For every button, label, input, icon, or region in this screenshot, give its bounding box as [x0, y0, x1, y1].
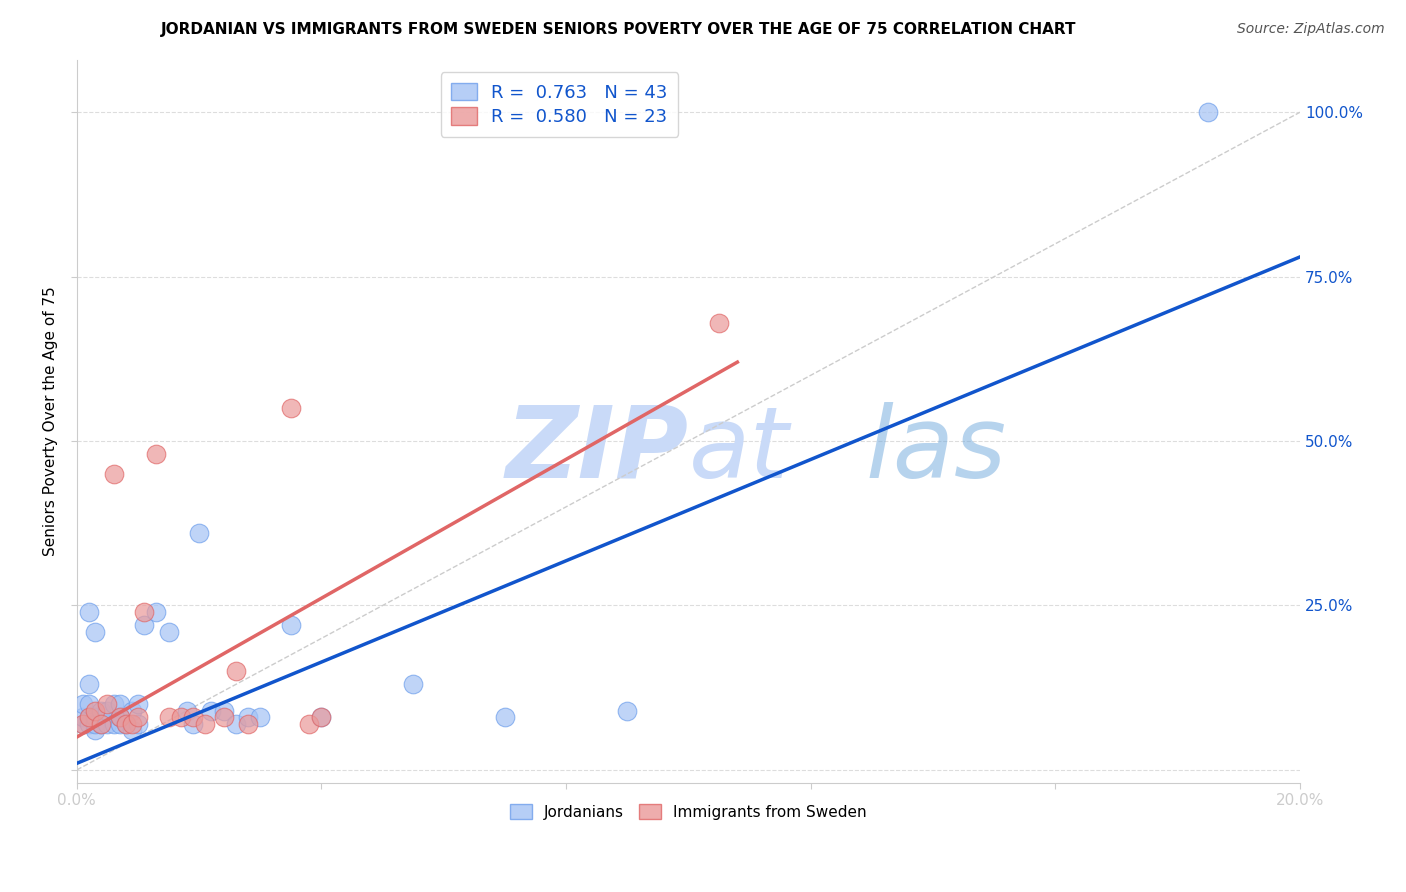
Point — [96, 704, 118, 718]
Point — [72, 710, 94, 724]
Point — [298, 716, 321, 731]
Point — [402, 677, 425, 691]
Point — [1197, 105, 1219, 120]
Point — [225, 665, 247, 679]
Point — [108, 716, 131, 731]
Point — [212, 704, 235, 718]
Point — [127, 697, 149, 711]
Point — [311, 710, 333, 724]
Point — [127, 710, 149, 724]
Point — [114, 716, 136, 731]
Point — [121, 704, 143, 718]
Point — [103, 716, 125, 731]
Point — [707, 316, 730, 330]
Point — [103, 697, 125, 711]
Point — [121, 723, 143, 738]
Point — [114, 716, 136, 731]
Point — [157, 624, 180, 639]
Text: at: at — [689, 401, 789, 499]
Point — [84, 624, 107, 639]
Point — [72, 716, 94, 731]
Point — [77, 716, 100, 731]
Point — [84, 723, 107, 738]
Point — [194, 716, 217, 731]
Point — [280, 618, 302, 632]
Text: ZIP: ZIP — [505, 401, 689, 499]
Point — [157, 710, 180, 724]
Point — [311, 710, 333, 724]
Point — [145, 605, 167, 619]
Text: las: las — [866, 401, 1007, 499]
Text: Source: ZipAtlas.com: Source: ZipAtlas.com — [1237, 22, 1385, 37]
Point — [134, 605, 156, 619]
Point — [145, 447, 167, 461]
Point — [72, 716, 94, 731]
Point — [225, 716, 247, 731]
Point — [84, 710, 107, 724]
Point — [181, 710, 204, 724]
Point — [77, 710, 100, 724]
Point — [108, 710, 131, 724]
Point — [84, 704, 107, 718]
Point — [170, 710, 193, 724]
Point — [616, 704, 638, 718]
Point — [127, 716, 149, 731]
Point — [134, 618, 156, 632]
Point — [77, 677, 100, 691]
Point — [494, 710, 516, 724]
Point — [84, 716, 107, 731]
Legend: Jordanians, Immigrants from Sweden: Jordanians, Immigrants from Sweden — [505, 798, 873, 826]
Point — [103, 467, 125, 481]
Point — [90, 704, 112, 718]
Point — [72, 697, 94, 711]
Text: JORDANIAN VS IMMIGRANTS FROM SWEDEN SENIORS POVERTY OVER THE AGE OF 75 CORRELATI: JORDANIAN VS IMMIGRANTS FROM SWEDEN SENI… — [160, 22, 1077, 37]
Point — [77, 605, 100, 619]
Point — [77, 697, 100, 711]
Point — [236, 710, 259, 724]
Point — [280, 401, 302, 416]
Point — [121, 716, 143, 731]
Point — [200, 704, 222, 718]
Point — [90, 716, 112, 731]
Point — [181, 716, 204, 731]
Point — [176, 704, 198, 718]
Point — [212, 710, 235, 724]
Point — [77, 710, 100, 724]
Point — [96, 697, 118, 711]
Point — [90, 716, 112, 731]
Point — [236, 716, 259, 731]
Point — [188, 526, 211, 541]
Y-axis label: Seniors Poverty Over the Age of 75: Seniors Poverty Over the Age of 75 — [44, 286, 58, 557]
Point — [108, 697, 131, 711]
Point — [108, 710, 131, 724]
Point — [249, 710, 271, 724]
Point — [96, 716, 118, 731]
